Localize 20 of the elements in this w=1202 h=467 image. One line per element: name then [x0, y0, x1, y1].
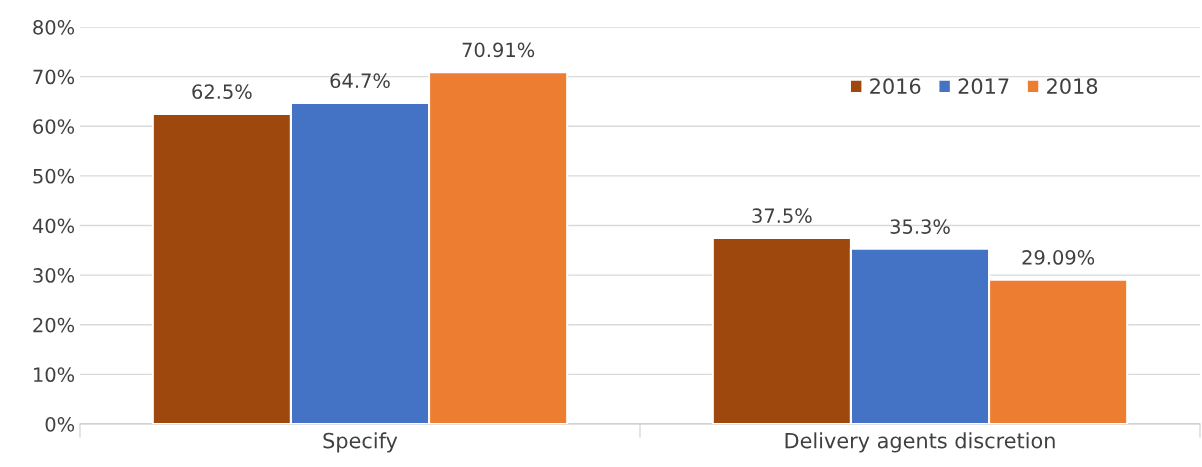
- y-tick-label: 30%: [33, 268, 75, 283]
- data-label: 37.5%: [752, 208, 812, 224]
- y-tick-label: 10%: [34, 367, 75, 383]
- data-label: 64.7%: [330, 73, 390, 89]
- y-tick-label: 80%: [33, 19, 75, 35]
- y-tick-label: 0%: [45, 416, 75, 432]
- data-label: 35.3%: [890, 219, 950, 234]
- y-tick-label: 70%: [33, 69, 75, 85]
- data-label: 29.09%: [1022, 250, 1095, 265]
- y-tick-label: 20%: [33, 317, 75, 333]
- x-tick-label: Specify: [323, 432, 398, 453]
- legend-label: 2017: [958, 78, 1009, 95]
- y-tick-label: 40%: [32, 218, 75, 234]
- x-tick-label: Delivery agents discretion: [785, 432, 1055, 453]
- data-label: 70.91%: [462, 42, 535, 58]
- legend-label: 2016: [870, 78, 921, 95]
- y-tick-label: 60%: [33, 119, 75, 134]
- y-tick-label: 50%: [33, 168, 75, 184]
- legend-label: 2018: [1047, 78, 1098, 95]
- data-label: 62.5%: [192, 84, 252, 99]
